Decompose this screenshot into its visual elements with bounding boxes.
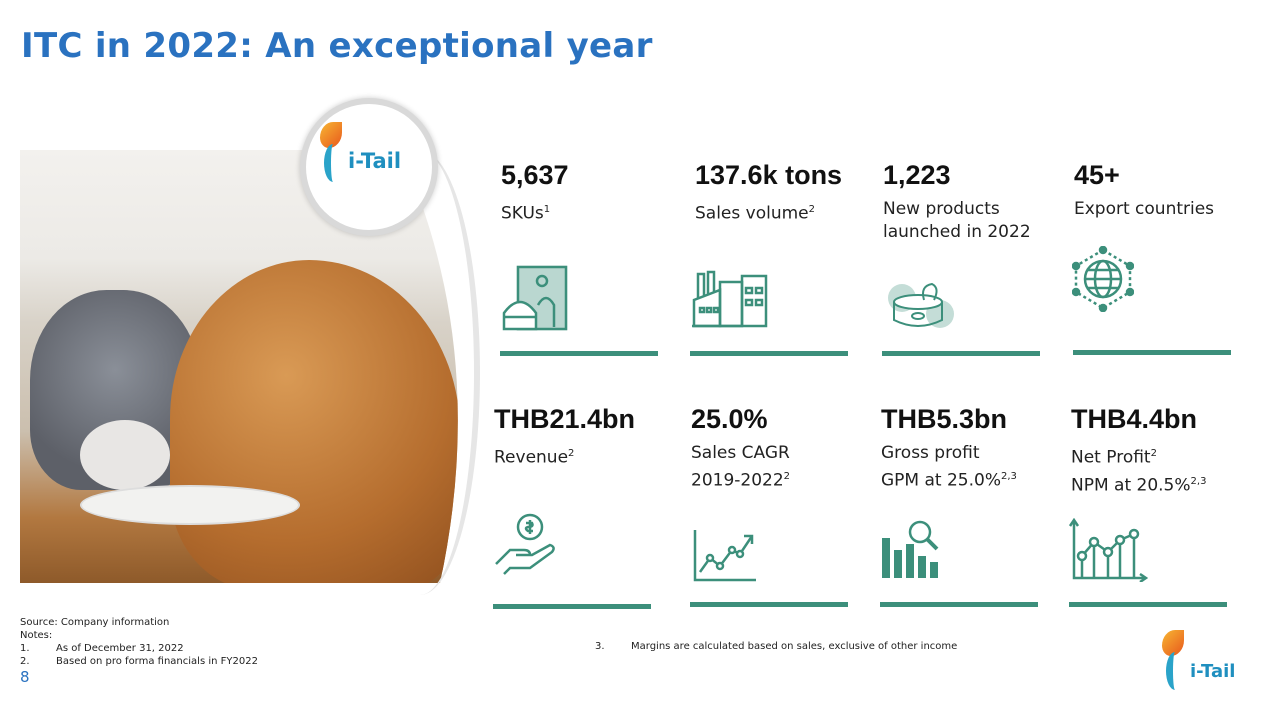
decorative-arc [380,150,480,595]
stat-sales-volume: 137.6k tons Sales volume2 [695,160,843,224]
tuna-can-icon [888,282,954,328]
divider-bar [882,351,1040,356]
page-number: 8 [20,668,30,686]
factory-icon [692,270,768,328]
footnote-3: 3. Margins are calculated based on sales,… [595,641,958,652]
divider-bar [690,602,848,607]
stat-revenue: THB21.4bn Revenue2 [494,404,636,468]
growth-chart-icon [693,530,756,582]
logo-badge [300,98,438,236]
footnotes: Source: Company information Notes: 1. As … [20,617,258,667]
bar-chart-magnifier-icon [882,520,939,578]
divider-bar [1073,350,1231,355]
stat-gross-profit: THB5.3bn Gross profit GPM at 25.0%2,3 [881,404,1017,491]
page-title: ITC in 2022: An exceptional year [21,26,653,66]
stat-skus: 5,637 SKUs1 [501,160,569,224]
globe-network-icon [1072,246,1134,312]
divider-bar [1069,602,1227,607]
money-hand-icon [495,513,555,575]
stat-export-countries: 45+ Export countries [1074,160,1215,219]
line-bar-chart-icon [1068,518,1148,582]
divider-bar [500,351,658,356]
stat-sales-cagr: 25.0% Sales CAGR 2019-20222 [691,404,791,491]
divider-bar [690,351,848,356]
itail-logo-footer: i-Tail [1160,630,1235,690]
divider-bar [880,602,1038,607]
stat-new-products: 1,223 New products launched in 2022 [883,160,1031,242]
divider-bar [493,604,651,609]
stat-net-profit: THB4.4bn Net Profit2 NPM at 20.5%2,3 [1071,404,1207,496]
itail-logo: i-Tail [318,122,401,182]
pet-food-bag-icon [502,265,568,331]
